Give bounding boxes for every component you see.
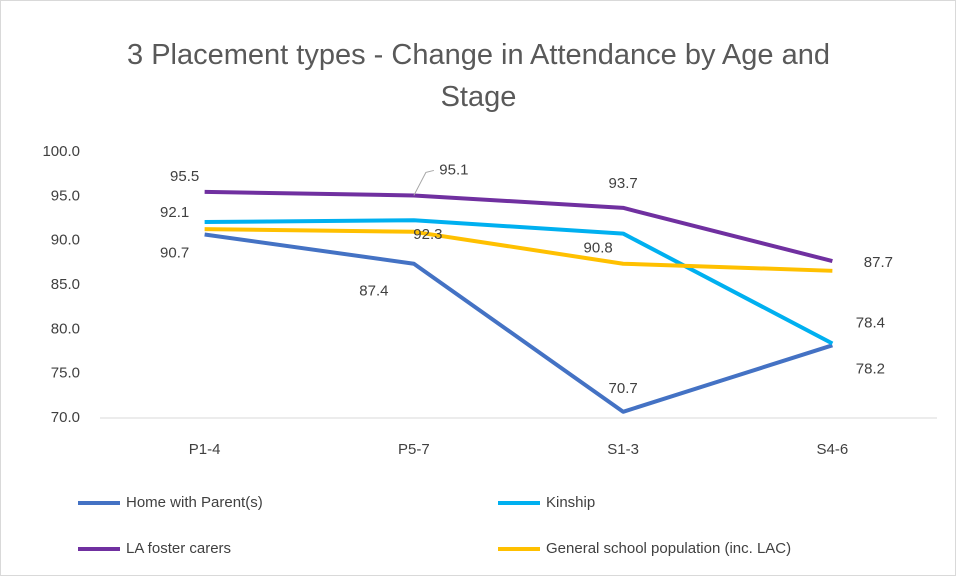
data-label: 93.7 [609, 175, 638, 192]
chart-title: 3 Placement types - Change in Attendance… [127, 39, 830, 113]
y-tick-label: 85.0 [51, 276, 80, 293]
series-line [204, 227, 833, 273]
data-label: 92.1 [160, 204, 189, 221]
x-tick-label: P1-4 [189, 441, 221, 458]
y-tick-label: 70.0 [51, 409, 80, 426]
legend-label: LA foster carers [126, 540, 231, 557]
y-tick-label: 95.0 [51, 187, 80, 204]
series-line [204, 232, 833, 414]
x-tick-label: P5-7 [398, 441, 430, 458]
leader-line [413, 169, 434, 196]
series-line [204, 218, 834, 346]
data-label: 95.5 [170, 168, 199, 185]
x-tick-label: S1-3 [607, 441, 639, 458]
data-label: 78.2 [856, 360, 885, 377]
y-tick-label: 100.0 [42, 143, 80, 160]
data-label: 90.7 [160, 244, 189, 261]
data-label: 87.7 [864, 254, 893, 271]
data-label: 78.4 [856, 314, 885, 331]
y-tick-label: 75.0 [51, 365, 80, 382]
legend-label: General school population (inc. LAC) [546, 540, 791, 557]
legend-label: Kinship [546, 494, 595, 511]
data-label: 87.4 [359, 283, 388, 300]
data-label: 90.8 [584, 240, 613, 257]
y-tick-label: 90.0 [51, 232, 80, 249]
data-label: 92.3 [413, 226, 442, 243]
legend-label: Home with Parent(s) [126, 494, 263, 511]
data-label: 95.1 [439, 161, 468, 178]
data-label: 70.7 [609, 380, 638, 397]
series-line [204, 189, 833, 263]
x-tick-label: S4-6 [817, 441, 849, 458]
y-tick-label: 80.0 [51, 320, 80, 337]
